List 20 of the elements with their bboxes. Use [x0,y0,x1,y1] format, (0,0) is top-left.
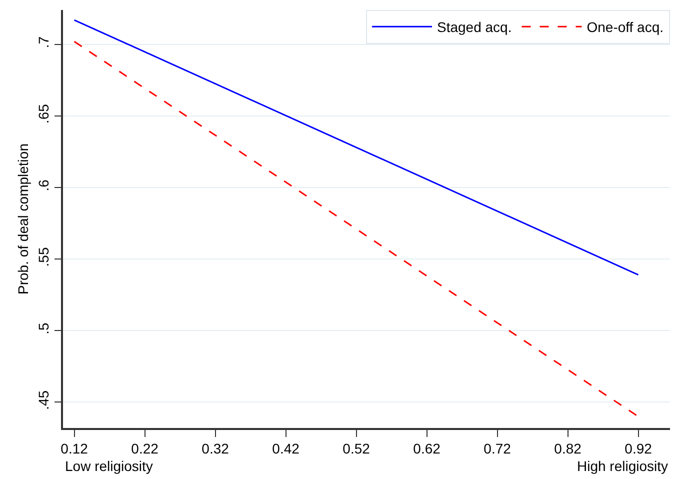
x-tick-label: 0.42 [272,440,300,457]
y-tick-label: .5 [36,322,52,334]
text: Low religiosity [65,458,153,474]
legend-label: Staged acq. [437,19,512,36]
x-tick-label: 0.62 [413,440,441,457]
x-tick-label: 0.12 [60,440,88,457]
x-tick-label: 0.92 [624,440,652,457]
legend-label: One-off acq. [586,19,664,36]
y-tick-label: .7 [36,36,52,48]
x-tick-label: 0.32 [202,440,230,457]
x-tick-label: 0.82 [554,440,582,457]
text: High religiosity [577,458,668,474]
y-tick-label: .6 [36,179,52,192]
x-tick-label: 0.72 [484,440,512,457]
x-tick-label: 0.22 [131,440,159,457]
y-tick-label: .55 [36,247,52,267]
x-tick-label: 0.52 [342,440,370,457]
y-axis-title: Prob. of deal completion [14,144,31,294]
y-tick-label: .45 [36,390,52,410]
y-tick-label: .65 [36,104,52,124]
